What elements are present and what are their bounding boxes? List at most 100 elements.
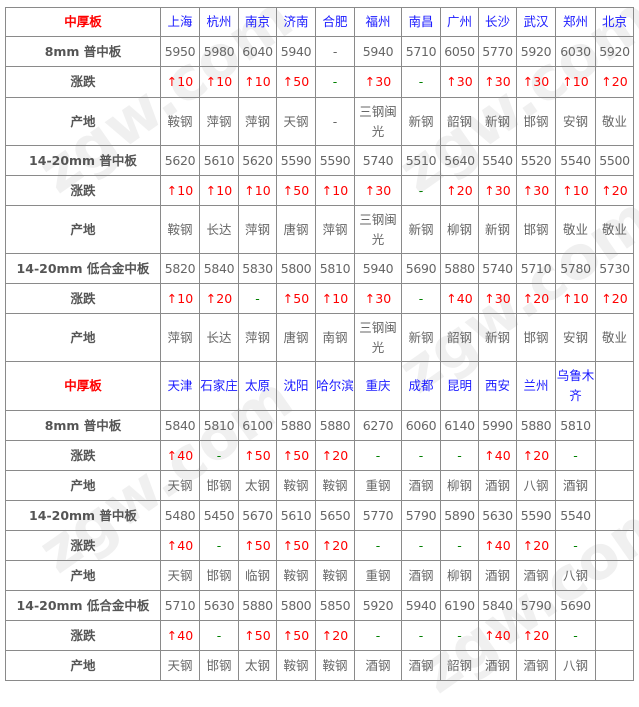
change-row: 涨跌 ↑40- ↑50 ↑50 ↑20- - - ↑40 ↑20- [5, 620, 634, 651]
origin-cell: 新钢 [478, 205, 517, 254]
city-header: 长沙 [478, 7, 517, 37]
price-row: 8mm 普中板 5840 5810 6100 5880 5880 6270 6060 6140 5… [5, 410, 634, 441]
price-cell [595, 410, 634, 441]
change-cell: ↑30 [354, 66, 402, 98]
origin-cell: 三钢闽光 [354, 97, 402, 146]
price-cell: 5590 [516, 500, 556, 531]
price-cell: 6190 [440, 590, 479, 621]
origin-cell: 太钢 [238, 650, 277, 681]
price-cell: 6270 [354, 410, 402, 441]
change-cell: ↑10 [238, 175, 277, 206]
city-header: 北京 [595, 7, 634, 37]
change-cell: ↑50 [238, 620, 277, 651]
origin-row: 产地 鞍钢 萍钢 萍钢 天钢 - 三钢闽光 新钢 韶钢 新钢 邯钢 安钢 敬业 [5, 97, 634, 146]
change-cell: - [401, 530, 441, 561]
price-cell [595, 590, 634, 621]
row-label: 14-20mm 低合金中板 [5, 253, 161, 284]
change-cell: ↑50 [276, 530, 316, 561]
change-cell: - [238, 283, 277, 314]
origin-cell: 敬业 [595, 97, 634, 146]
city-header: 杭州 [199, 7, 239, 37]
city-header-row: 中厚板 上海 杭州 南京 济南 合肥 福州 南昌 广州 长沙 武汉 郑州 北京 [5, 7, 634, 37]
origin-cell: 萍钢 [238, 97, 277, 146]
change-cell: - [555, 530, 596, 561]
origin-cell: 韶钢 [440, 97, 479, 146]
origin-cell: 酒钢 [354, 650, 402, 681]
city-header: 沈阳 [276, 361, 316, 411]
change-cell: - [555, 440, 596, 471]
price-cell: 5740 [478, 253, 517, 284]
origin-cell: 鞍钢 [276, 470, 316, 501]
price-row: 8mm 普中板 5950 5980 6040 5940-5940 5710 6050 5770… [5, 36, 634, 67]
change-cell: - [401, 175, 441, 206]
price-cell: 5620 [160, 145, 200, 176]
price-cell: 5540 [555, 500, 596, 531]
price-cell: 5730 [595, 253, 634, 284]
price-cell: 6030 [555, 36, 596, 67]
price-row: 14-20mm 普中板 5620 5610 5620 5590 5590 5740 5510 5… [5, 145, 634, 176]
price-cell: 5610 [199, 145, 239, 176]
change-cell: - [354, 620, 402, 651]
price-cell: 5610 [276, 500, 316, 531]
change-cell: ↑30 [354, 175, 402, 206]
change-cell: - [199, 440, 239, 471]
origin-cell: 天钢 [160, 650, 200, 681]
change-cell: - [315, 66, 355, 98]
change-cell: ↑10 [315, 283, 355, 314]
origin-cell: 南钢 [315, 313, 355, 362]
price-cell: 6060 [401, 410, 441, 441]
origin-cell: 柳钢 [440, 560, 479, 591]
price-cell: 5880 [238, 590, 277, 621]
change-cell: ↑40 [440, 283, 479, 314]
price-cell: 5920 [516, 36, 556, 67]
change-cell: ↑20 [440, 175, 479, 206]
change-cell: ↑30 [354, 283, 402, 314]
origin-cell: 重钢 [354, 560, 402, 591]
row-label: 涨跌 [5, 66, 161, 98]
row-label: 产地 [5, 97, 161, 146]
change-cell: ↑20 [516, 530, 556, 561]
row-label: 14-20mm 普中板 [5, 145, 161, 176]
change-cell: ↑50 [238, 530, 277, 561]
origin-cell: 三钢闽光 [354, 205, 402, 254]
change-row: 涨跌 ↑10 ↑10 ↑10 ↑50 ↑10 ↑30- ↑20 ↑30 ↑30 ↑10 ↑20 [5, 175, 634, 206]
city-header: 太原 [238, 361, 277, 411]
origin-cell: 安钢 [555, 313, 596, 362]
price-cell: 5990 [478, 410, 517, 441]
city-header: 乌鲁木齐 [555, 361, 596, 411]
city-header-row: 中厚板 天津 石家庄 太原 沈阳 哈尔滨 重庆 成都 昆明 西安 兰州 乌鲁木齐 [5, 361, 634, 411]
row-label: 产地 [5, 560, 161, 591]
origin-cell [595, 560, 634, 591]
row-label: 产地 [5, 470, 161, 501]
change-cell: ↑20 [595, 66, 634, 98]
change-cell: ↑50 [276, 66, 316, 98]
price-cell: 5590 [276, 145, 316, 176]
origin-cell: 八钢 [555, 560, 596, 591]
origin-cell: 酒钢 [478, 470, 517, 501]
price-cell: 5790 [516, 590, 556, 621]
origin-cell: 萍钢 [160, 313, 200, 362]
origin-cell: 韶钢 [440, 650, 479, 681]
change-cell: ↑30 [478, 283, 517, 314]
change-cell: ↑40 [478, 620, 517, 651]
origin-cell: 八钢 [516, 470, 556, 501]
change-cell: ↑10 [160, 66, 200, 98]
origin-cell: 敬业 [555, 205, 596, 254]
city-header: 重庆 [354, 361, 402, 411]
city-header: 合肥 [315, 7, 355, 37]
change-cell: - [199, 530, 239, 561]
price-row: 14-20mm 低合金中板 5820 5840 5830 5800 5810 5940 569… [5, 253, 634, 284]
price-cell: 5770 [354, 500, 402, 531]
origin-cell: 鞍钢 [315, 560, 355, 591]
price-cell: 6140 [440, 410, 479, 441]
city-header: 昆明 [440, 361, 479, 411]
price-cell: 5670 [238, 500, 277, 531]
origin-cell: 萍钢 [238, 313, 277, 362]
origin-cell: 敬业 [595, 205, 634, 254]
price-cell: 5710 [401, 36, 441, 67]
city-header: 兰州 [516, 361, 556, 411]
change-cell: - [354, 440, 402, 471]
origin-cell: 酒钢 [555, 470, 596, 501]
origin-cell: 鞍钢 [160, 205, 200, 254]
origin-cell: 新钢 [478, 97, 517, 146]
